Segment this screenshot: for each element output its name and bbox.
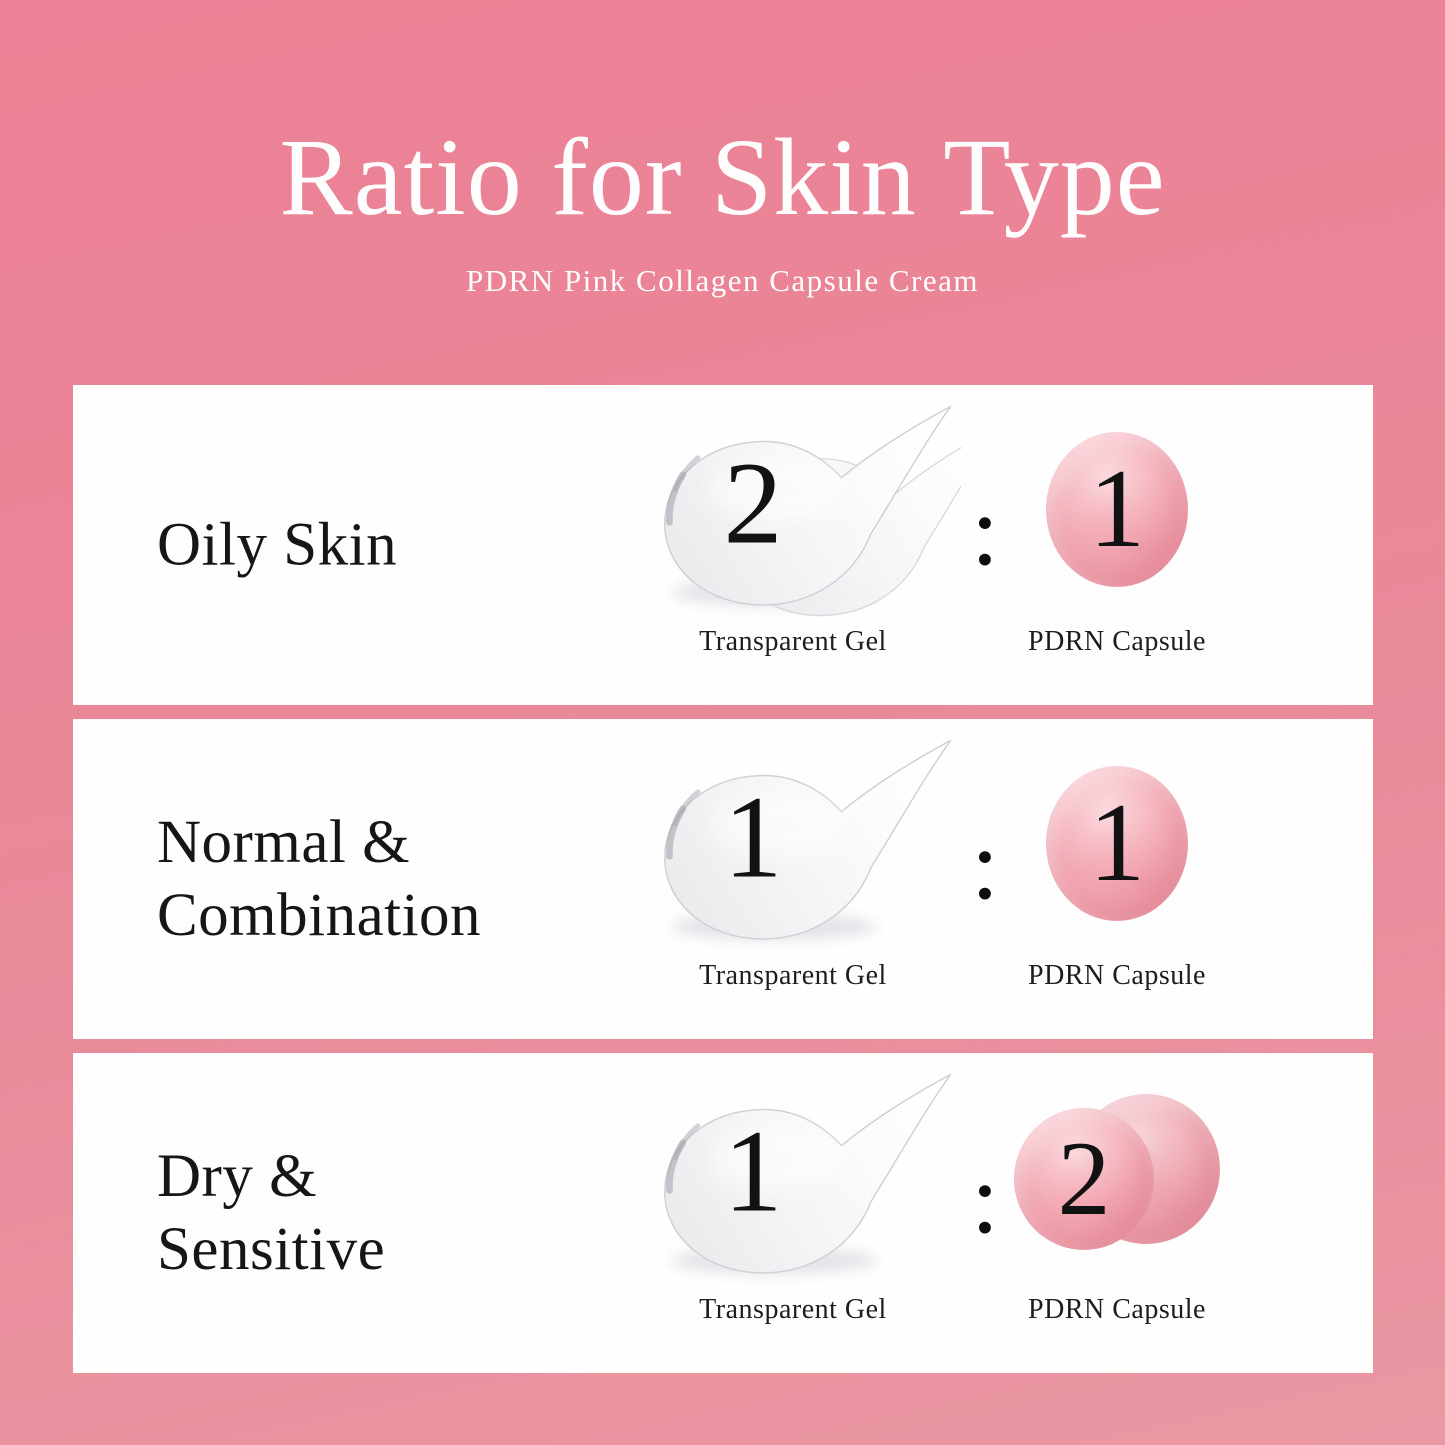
ratio-colon: :: [971, 1143, 999, 1254]
pdrn-capsule-icon: 2: [1014, 1108, 1154, 1250]
ratio-rows: Oily Skin 2 Transparent Gel : 1: [73, 385, 1373, 1387]
row-oily-skin: Oily Skin 2 Transparent Gel : 1: [73, 385, 1373, 705]
pdrn-capsule-pair-icon: 2: [1014, 1094, 1220, 1260]
capsule-label: PDRN Capsule: [1028, 960, 1206, 991]
capsule-icon-area: 2: [967, 1063, 1267, 1291]
capsule-icon-area: 1: [967, 729, 1267, 957]
transparent-gel-icon: [664, 405, 961, 617]
row-dry-sensitive: Dry & Sensitive 1 Transparent Gel :: [73, 1053, 1373, 1373]
pdrn-capsule-icon: 1: [1046, 765, 1188, 921]
capsule-label: PDRN Capsule: [1028, 1294, 1206, 1325]
gel-icon-area: 2: [625, 395, 961, 623]
capsule-column: 1 PDRN Capsule: [967, 729, 1267, 993]
gel-column: 2 Transparent Gel: [625, 395, 961, 659]
capsule-column: 1 PDRN Capsule: [967, 395, 1267, 659]
gel-icon-area: 1: [625, 729, 961, 957]
capsule-count: 2: [1057, 1120, 1111, 1237]
gel-count: 2: [723, 437, 783, 569]
transparent-gel-icon: [664, 1073, 952, 1274]
gel-label: Transparent Gel: [699, 960, 887, 991]
gel-count: 1: [723, 1105, 783, 1237]
skin-type-label: Normal & Combination: [157, 808, 482, 949]
gel-count: 1: [723, 771, 783, 903]
pdrn-capsule-icon: 1: [1046, 431, 1188, 587]
ratio-colon: :: [971, 475, 999, 586]
page-title: Ratio for Skin Type: [279, 116, 1166, 238]
gel-column: 1 Transparent Gel: [625, 729, 961, 993]
page-subtitle: PDRN Pink Collagen Capsule Cream: [466, 263, 979, 298]
gel-icon-area: 1: [625, 1063, 961, 1291]
ratio-colon: :: [971, 809, 999, 920]
capsule-count: 1: [1089, 781, 1145, 905]
capsule-column: 2 PDRN Capsule: [967, 1063, 1267, 1327]
gel-label: Transparent Gel: [699, 626, 887, 657]
gel-label: Transparent Gel: [699, 1294, 887, 1325]
header: Ratio for Skin Type PDRN Pink Collagen C…: [0, 0, 1445, 296]
capsule-count: 1: [1089, 447, 1145, 571]
skin-type-label: Dry & Sensitive: [157, 1142, 386, 1283]
transparent-gel-icon: [664, 739, 952, 940]
gel-column: 1 Transparent Gel: [625, 1063, 961, 1327]
capsule-icon-area: 1: [967, 395, 1267, 623]
capsule-label: PDRN Capsule: [1028, 626, 1206, 657]
skin-type-label: Oily Skin: [157, 511, 398, 579]
row-normal-combination: Normal & Combination 1 Transparent Gel :…: [73, 719, 1373, 1039]
